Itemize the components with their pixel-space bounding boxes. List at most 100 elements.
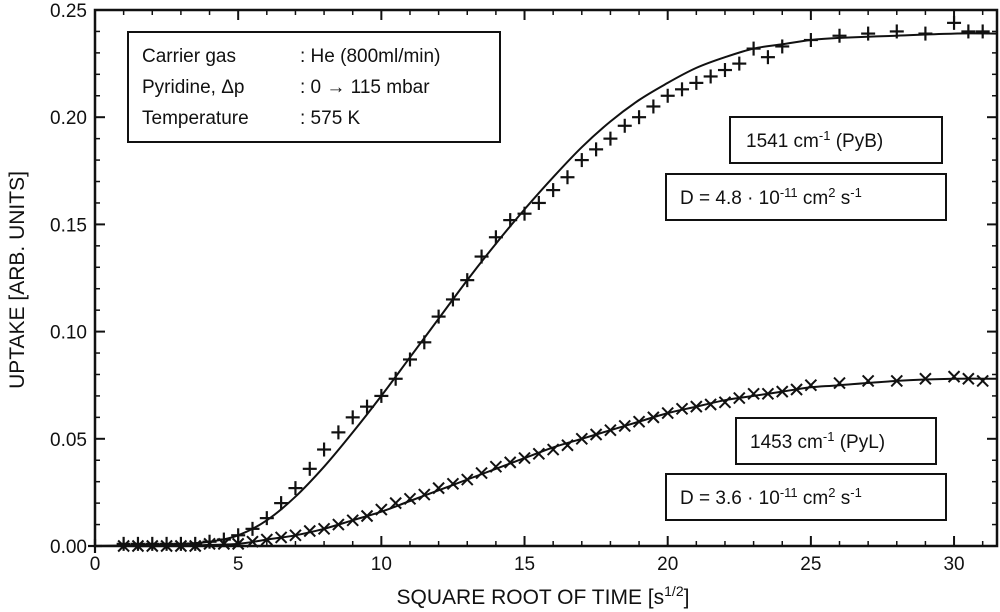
pyb-data-point: [317, 442, 332, 457]
pyl-diffusivity-box-border: [665, 473, 947, 521]
pyb-data-point: [646, 99, 661, 114]
pyl-data-point: [289, 529, 302, 542]
pyb-data-point: [531, 195, 546, 210]
pyb-data-point: [861, 26, 876, 41]
pyl-data-point: [718, 396, 732, 409]
pyl-data-point: [575, 432, 589, 446]
x-axis-title: SQUARE ROOT OF TIME [s1/2]: [397, 583, 690, 609]
pyb-band-box-border: [729, 116, 943, 164]
pyb-data-point: [274, 496, 289, 511]
plot-area-border: [93, 8, 999, 548]
pyb-data-point: [159, 536, 174, 551]
pyb-data-point: [617, 118, 632, 133]
condition-label-pyridine: Pyridine, Δp: [142, 77, 244, 98]
x-tick-label: 30: [943, 554, 964, 575]
pyb-data-point: [259, 511, 274, 526]
y-tick-label: 0.10: [50, 323, 87, 344]
pyb-data-point: [961, 24, 976, 39]
pyl-data-point: [747, 387, 760, 400]
pyl-data-point: [418, 488, 431, 501]
pyl-data-point: [503, 456, 517, 469]
x-tick-label: 15: [514, 554, 535, 575]
pyl-data-point: [360, 509, 374, 523]
pyl-data-point: [461, 473, 474, 486]
pyl-band-box: 1453 cm-1 (PyL): [735, 417, 937, 465]
pyb-data-point: [689, 75, 704, 90]
tick-labels: 0 5 10 15 20 25 30 0.00 0.05 0.10 0.15 0.20 0.25: [50, 1, 965, 575]
pyl-data-point: [776, 385, 789, 398]
condition-label-carrier: Carrier gas: [142, 46, 236, 67]
pyb-data-point: [331, 425, 346, 440]
pyb-data-point: [503, 213, 518, 228]
pyl-data-point: [947, 370, 961, 383]
pyl-data-point: [690, 400, 703, 413]
condition-value-pyridine: : 0 → 115 mbar: [300, 77, 430, 98]
pyl-data-point: [632, 415, 646, 428]
pyb-data-point: [717, 63, 732, 78]
pyb-band-label: 1541 cm-1 (PyB): [746, 128, 883, 153]
pyl-band-label: 1453 cm-1 (PyL): [750, 429, 885, 454]
pyb-data-point: [245, 521, 260, 536]
pyl-diffusivity-label: D = 3.6 · 10-11 cm2 s-1: [680, 485, 862, 510]
y-axis-title: UPTAKE [ARB. UNITS]: [6, 171, 29, 389]
pyl-data-point: [704, 398, 717, 411]
pyl-data-point: [675, 402, 689, 415]
pyl-data-point: [432, 481, 445, 495]
pyl-data-point: [403, 492, 417, 506]
pyb-data-point: [560, 170, 575, 185]
pyb-data-point: [832, 28, 847, 43]
pyb-data-point: [918, 26, 933, 41]
y-tick-label: 0.15: [50, 215, 87, 236]
pyb-data-point: [660, 88, 675, 103]
axis-ticks: [94, 9, 997, 547]
pyb-data-point: [703, 69, 718, 84]
pyb-data-point: [632, 110, 647, 125]
pyl-data-point: [561, 439, 574, 452]
pyl-data-point: [861, 374, 875, 388]
pyb-data-point: [130, 536, 145, 551]
y-tick-label: 0.00: [50, 537, 87, 558]
pyb-data-point: [603, 131, 618, 146]
pyb-data-point: [803, 33, 818, 48]
pyl-data-point: [790, 383, 803, 396]
pyb-data-point: [775, 39, 790, 54]
pyb-data-point: [675, 82, 690, 97]
pyl-band-box-border: [735, 417, 937, 465]
pyl-data-point: [446, 477, 460, 491]
plot-frame: [93, 8, 999, 548]
pyb-data-point: [302, 461, 317, 476]
x-tick-label: 10: [371, 554, 392, 575]
pyl-data-point: [804, 378, 818, 392]
pyl-data-point: [733, 391, 746, 405]
x-axis-title-end: ]: [684, 586, 690, 609]
pyb-data-point: [460, 273, 475, 288]
pyl-data-point: [518, 451, 531, 465]
condition-label-temperature: Temperature: [142, 108, 249, 129]
pyl-diffusivity-box: D = 3.6 · 10-11 cm2 s-1: [665, 473, 947, 521]
pyb-data-point: [288, 481, 303, 496]
condition-value-carrier: : He (800ml/min): [300, 46, 440, 67]
pyb-data-point: [574, 153, 589, 168]
pyb-data-point: [732, 56, 747, 71]
pyl-data-point: [332, 518, 345, 531]
pyl-data-point: [976, 374, 989, 388]
pyb-data-point: [188, 536, 203, 551]
x-axis-title-sup: 1/2: [664, 583, 684, 599]
pyl-data-point: [589, 428, 603, 441]
x-tick-label: 5: [233, 554, 244, 575]
pyl-data-point: [890, 374, 903, 388]
pyl-data-point: [375, 503, 388, 516]
pyl-data-point: [317, 522, 331, 536]
conditions-box: Carrier gas : He (800ml/min) Pyridine, Δ…: [127, 31, 501, 143]
y-tick-label: 0.20: [50, 108, 87, 129]
pyb-data-point: [975, 24, 990, 39]
pyl-data-point: [532, 447, 546, 461]
pyl-data-point: [217, 537, 231, 551]
pyl-data-point: [303, 524, 316, 538]
pyl-data-point: [489, 460, 503, 473]
pyb-data-point: [760, 50, 775, 65]
pyb-data-point: [360, 399, 375, 414]
pyb-data-point: [388, 371, 403, 386]
pyb-data-point: [474, 249, 489, 264]
